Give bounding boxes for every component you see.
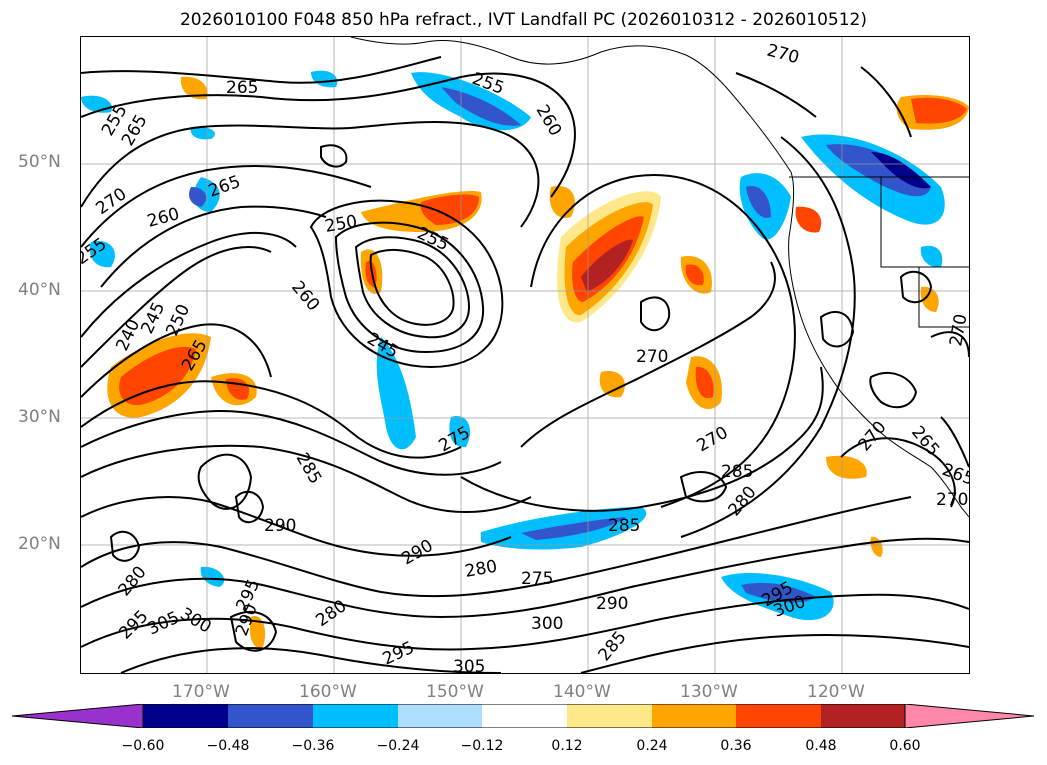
contour-label: 270: [946, 312, 969, 347]
colorbar-segment: [736, 704, 821, 728]
contour-label: 270: [855, 417, 891, 455]
colorbar-tick: −0.12: [460, 738, 504, 754]
lon-label-120w: 120°W: [807, 682, 865, 702]
colorbar-tick: −0.24: [376, 738, 420, 754]
colorbar: [12, 704, 1034, 728]
contour-label: 280: [463, 557, 498, 582]
coastlines: [350, 37, 969, 518]
lon-label-140w: 140°W: [553, 682, 611, 702]
lat-label-40: 40°N: [18, 280, 61, 300]
contour-label: 265: [907, 422, 943, 460]
contour-label: 285: [608, 516, 640, 536]
lon-label-130w: 130°W: [680, 682, 738, 702]
contour-label: 270: [92, 184, 130, 219]
contour-label: 290: [371, 37, 403, 42]
contour-label: 285: [292, 450, 326, 488]
contour-label: 285: [721, 462, 753, 482]
colorbar-segment: [313, 704, 398, 728]
colorbar-tick: 0.36: [720, 738, 752, 754]
colorbar-segment: [482, 704, 567, 728]
contour-label: 250: [323, 212, 358, 237]
lon-label-170w: 170°W: [172, 682, 230, 702]
colorbar-tick: −0.36: [291, 738, 335, 754]
contour-label: 260: [145, 204, 182, 232]
colorbar-extend-high: [904, 704, 1034, 728]
lat-label-20: 20°N: [18, 534, 61, 554]
colorbar-tick: 0.24: [636, 738, 668, 754]
contour-label: 280: [115, 562, 151, 600]
colorbar-extend-low: [12, 704, 144, 728]
contour-label: 275: [521, 569, 553, 589]
contour-label: 290: [596, 594, 628, 614]
colorbar-segment: [228, 704, 313, 728]
colorbar-frame: [142, 704, 906, 728]
colorbar-tick: −0.48: [206, 738, 250, 754]
lon-label-160w: 160°W: [299, 682, 357, 702]
gridlines: [81, 37, 969, 673]
colorbar-segment: [567, 704, 652, 728]
contour-label: 270: [694, 423, 732, 457]
contour-label: 265: [226, 78, 258, 98]
colorbar-tick: 0.48: [805, 738, 837, 754]
colorbar-tick: 0.60: [889, 738, 921, 754]
contour-label: 295: [380, 638, 418, 670]
lat-label-50: 50°N: [18, 152, 61, 172]
map-canvas: 265 255 260 270 255 265 270 260 265 255 …: [81, 37, 969, 673]
colorbar-tick: 0.12: [551, 738, 583, 754]
colorbar-tick: −0.60: [121, 738, 165, 754]
colorbar-segment: [652, 704, 736, 728]
map-panel: 265 255 260 270 255 265 270 260 265 255 …: [80, 36, 970, 674]
contour-label: 300: [531, 614, 563, 634]
lat-label-30: 30°N: [18, 407, 61, 427]
colorbar-segment: [821, 704, 905, 728]
map-title: 2026010100 F048 850 hPa refract., IVT La…: [179, 10, 867, 30]
contour-label: 305: [145, 608, 183, 640]
colorbar-segment: [143, 704, 228, 728]
contour-label: 300: [177, 604, 215, 638]
colorbar-segment: [398, 704, 482, 728]
contour-label: 260: [287, 277, 323, 315]
contour-label: 270: [636, 347, 668, 367]
positive-shading: [107, 76, 969, 648]
contour-label: 280: [312, 596, 350, 631]
contour-label: 305: [453, 657, 485, 673]
contour-label: 270: [765, 41, 802, 69]
contour-label: 265: [206, 172, 243, 202]
contour-label: 260: [532, 102, 566, 140]
contour-label: 290: [264, 516, 296, 536]
contour-lines: [81, 56, 969, 673]
contour-label: 290: [399, 536, 437, 570]
lon-label-150w: 150°W: [426, 682, 484, 702]
contour-label: 270: [936, 490, 968, 510]
negative-shading: [81, 70, 945, 621]
